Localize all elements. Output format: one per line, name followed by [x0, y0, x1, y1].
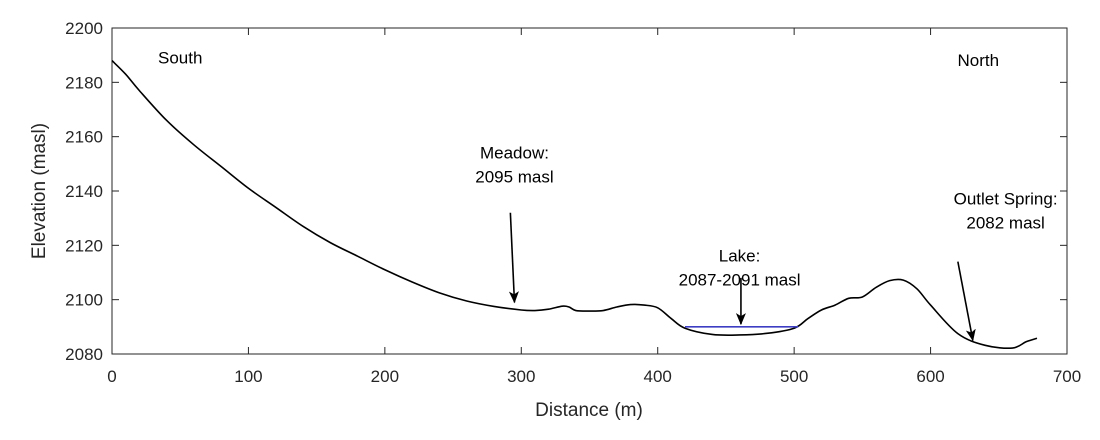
y-tick-label: 2140: [65, 182, 103, 201]
annotation-meadow: Meadow: 2095 masl: [475, 143, 553, 186]
elevation-profile-line: [111, 60, 1038, 349]
annotation-meadow-line: 2095 masl: [475, 167, 553, 186]
y-tick-label: 2160: [65, 128, 103, 147]
x-tick-label: 600: [916, 367, 944, 386]
annotation-outlet-line: 2082 masl: [966, 214, 1044, 233]
x-axis-title: Distance (m): [535, 400, 643, 421]
plot-frame: [111, 27, 1068, 355]
axes: 0 100 200 300 400 500 600 700 2080 2100 2120 2140 21…: [65, 19, 1081, 386]
y-axis-title: Elevation (masl): [29, 123, 50, 259]
y-tick-label: 2120: [65, 236, 103, 255]
annotation-meadow-line: Meadow:: [480, 143, 549, 162]
x-tick-label: 0: [107, 367, 116, 386]
y-tick-label: 2080: [65, 345, 103, 364]
x-tick-label: 400: [644, 367, 672, 386]
annotation-north: North: [958, 51, 1000, 70]
annotation-lake-line: 2087-2091 masl: [679, 271, 801, 290]
annotation-outlet-arrow: [957, 261, 976, 342]
x-tick-label: 500: [780, 367, 808, 386]
y-tick-label: 2200: [65, 19, 103, 38]
annotation-north-line: North: [958, 51, 1000, 70]
series-layer: [111, 60, 1038, 349]
annotation-south: South: [158, 48, 202, 67]
annotation-outlet: Outlet Spring: 2082 masl: [954, 190, 1058, 233]
x-tick-label: 300: [507, 367, 535, 386]
annotation-lake-line: Lake:: [719, 247, 761, 266]
x-tick-label: 100: [234, 367, 262, 386]
x-tick-label: 700: [1053, 367, 1081, 386]
annotations: South North Meadow: 2095 masl Lake: 2087-2091…: [158, 48, 1058, 342]
annotation-outlet-line: Outlet Spring:: [954, 190, 1058, 209]
y-tick-label: 2180: [65, 73, 103, 92]
annotation-lake: Lake: 2087-2091 masl: [679, 247, 801, 290]
annotation-south-line: South: [158, 48, 202, 67]
y-tick-label: 2100: [65, 291, 103, 310]
x-tick-label: 200: [371, 367, 399, 386]
annotation-meadow-arrow: [508, 212, 519, 304]
